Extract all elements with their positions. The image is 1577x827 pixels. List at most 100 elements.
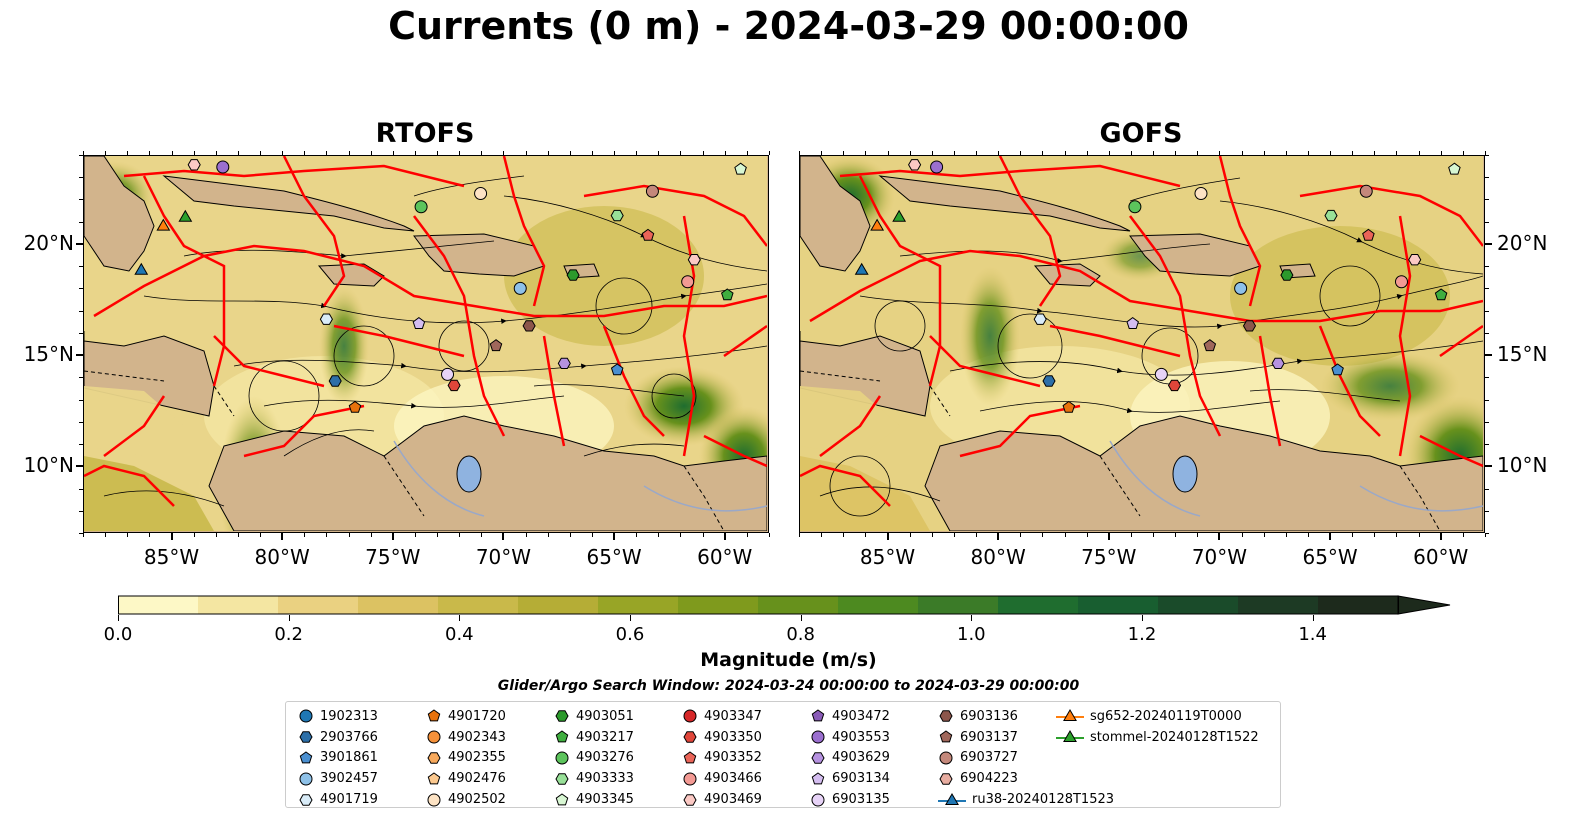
float-marker — [1062, 400, 1076, 413]
legend-entry: 4903276 — [554, 748, 634, 769]
float-marker — [489, 339, 503, 352]
legend-entry: 6904223 — [938, 768, 1114, 789]
float-marker — [721, 288, 734, 301]
legend-marker-icon — [555, 710, 569, 723]
legend-label: 4902355 — [448, 750, 506, 766]
legend-entry: 2903766 — [298, 727, 378, 748]
legend-label: 4901720 — [448, 708, 506, 724]
legend-label: ru38-20240128T1523 — [972, 792, 1115, 808]
colorbar-swatch — [278, 596, 359, 614]
lon-tick-label: 60°W — [697, 545, 753, 569]
float-marker — [348, 400, 362, 413]
gofs-map[interactable] — [799, 155, 1485, 533]
colorbar-swatch — [838, 596, 919, 614]
legend-marker-icon — [555, 751, 569, 765]
cuba-land — [162, 175, 415, 232]
legend-label: 6903137 — [960, 729, 1018, 745]
lon-tick-label: 75°W — [365, 545, 421, 569]
lon-tick-label: 65°W — [586, 545, 642, 569]
float-marker — [566, 269, 580, 281]
colorbar-tick-label: 1.0 — [957, 624, 986, 645]
legend-entry: 4903352 — [682, 748, 762, 769]
legend-label: 2903766 — [320, 729, 378, 745]
legend-label: 3901861 — [320, 750, 378, 766]
legend-entry: 4901719 — [298, 789, 378, 810]
float-marker — [687, 254, 701, 266]
float-marker — [734, 162, 747, 175]
float-marker — [216, 160, 230, 174]
colorbar-tick-label: 1.4 — [1298, 624, 1327, 645]
rtofs-map[interactable] — [83, 155, 769, 533]
legend-entry: stommel-20240128T1522 — [1056, 727, 1259, 748]
legend-marker-icon — [427, 772, 441, 785]
colorbar-swatch — [918, 596, 999, 614]
float-marker — [328, 375, 342, 387]
colorbar-tick-label: 0.0 — [103, 624, 133, 645]
float-marker — [134, 262, 149, 275]
float-marker — [1042, 375, 1056, 387]
float-marker — [178, 209, 193, 222]
float-marker — [1324, 209, 1338, 222]
legend-marker-icon — [811, 772, 825, 785]
legend-entry: 4903333 — [554, 768, 634, 789]
float-marker — [908, 159, 922, 171]
colorbar-swatch — [1238, 596, 1319, 614]
float-marker — [474, 187, 488, 200]
legend-label: 4903333 — [576, 771, 634, 787]
colorbar-swatches — [118, 595, 1451, 615]
legend-marker-icon — [427, 752, 441, 764]
legend-marker-icon — [299, 772, 313, 786]
colorbar-extend-arrow — [1397, 595, 1451, 615]
legend-marker-icon — [938, 792, 966, 805]
legend-marker-icon — [683, 751, 697, 764]
lon-tick-label: 85°W — [143, 545, 200, 569]
lat-tick-label: 15°N — [23, 342, 74, 367]
legend-label: 4903466 — [704, 771, 762, 787]
float-marker — [610, 209, 624, 222]
panel-title-gofs: GOFS — [1099, 118, 1183, 149]
lat-tick-label: 10°N — [1497, 453, 1548, 478]
legend-entry: 4903350 — [682, 727, 762, 748]
float-marker — [1128, 200, 1142, 214]
float-marker — [1167, 379, 1182, 392]
float-marker — [1362, 228, 1375, 241]
panel-title-rtofs: RTOFS — [375, 118, 475, 149]
legend-marker-icon — [811, 709, 825, 722]
float-marker — [187, 159, 201, 171]
legend-entry: 4903217 — [554, 727, 634, 748]
float-marker — [447, 379, 461, 392]
lon-tick-label: 70°W — [1191, 545, 1248, 569]
colorbar-tick-label: 0.6 — [615, 624, 645, 645]
float-marker — [1448, 162, 1461, 175]
legend-marker-icon — [683, 731, 697, 743]
streamlines — [819, 177, 1484, 517]
colorbar-swatch — [518, 596, 599, 614]
legend-label: 4901719 — [320, 792, 378, 808]
legend-marker-icon — [299, 751, 313, 764]
legend-entry: 4902476 — [426, 768, 506, 789]
float-markers — [854, 159, 1461, 413]
lon-tick-label: 80°W — [254, 545, 310, 569]
float-markers — [134, 159, 747, 413]
legend-marker-icon — [555, 773, 569, 785]
search-window-label: Glider/Argo Search Window: 2024-03-24 00… — [497, 678, 1080, 694]
legend-entry: 4903051 — [554, 706, 634, 727]
float-marker — [645, 184, 659, 198]
float-marker — [870, 218, 885, 231]
float-marker — [1126, 316, 1139, 329]
legend-entry: 6903727 — [938, 748, 1114, 769]
colorbar-swatch — [678, 596, 759, 614]
colorbar-swatch — [358, 596, 439, 614]
float-marker — [1408, 254, 1422, 266]
float-marker — [513, 281, 527, 295]
legend-entry: 4903469 — [682, 789, 762, 810]
legend-label: 4903352 — [704, 750, 762, 766]
float-marker — [557, 357, 571, 369]
legend-marker-icon — [299, 731, 313, 743]
legend-label: 4903276 — [576, 750, 634, 766]
lon-tick-label: 80°W — [970, 545, 1026, 569]
legend-label: 4903345 — [576, 792, 634, 808]
legend-marker-icon — [1056, 730, 1084, 743]
legend-marker-icon — [811, 752, 825, 764]
legend-marker-icon — [939, 773, 953, 785]
